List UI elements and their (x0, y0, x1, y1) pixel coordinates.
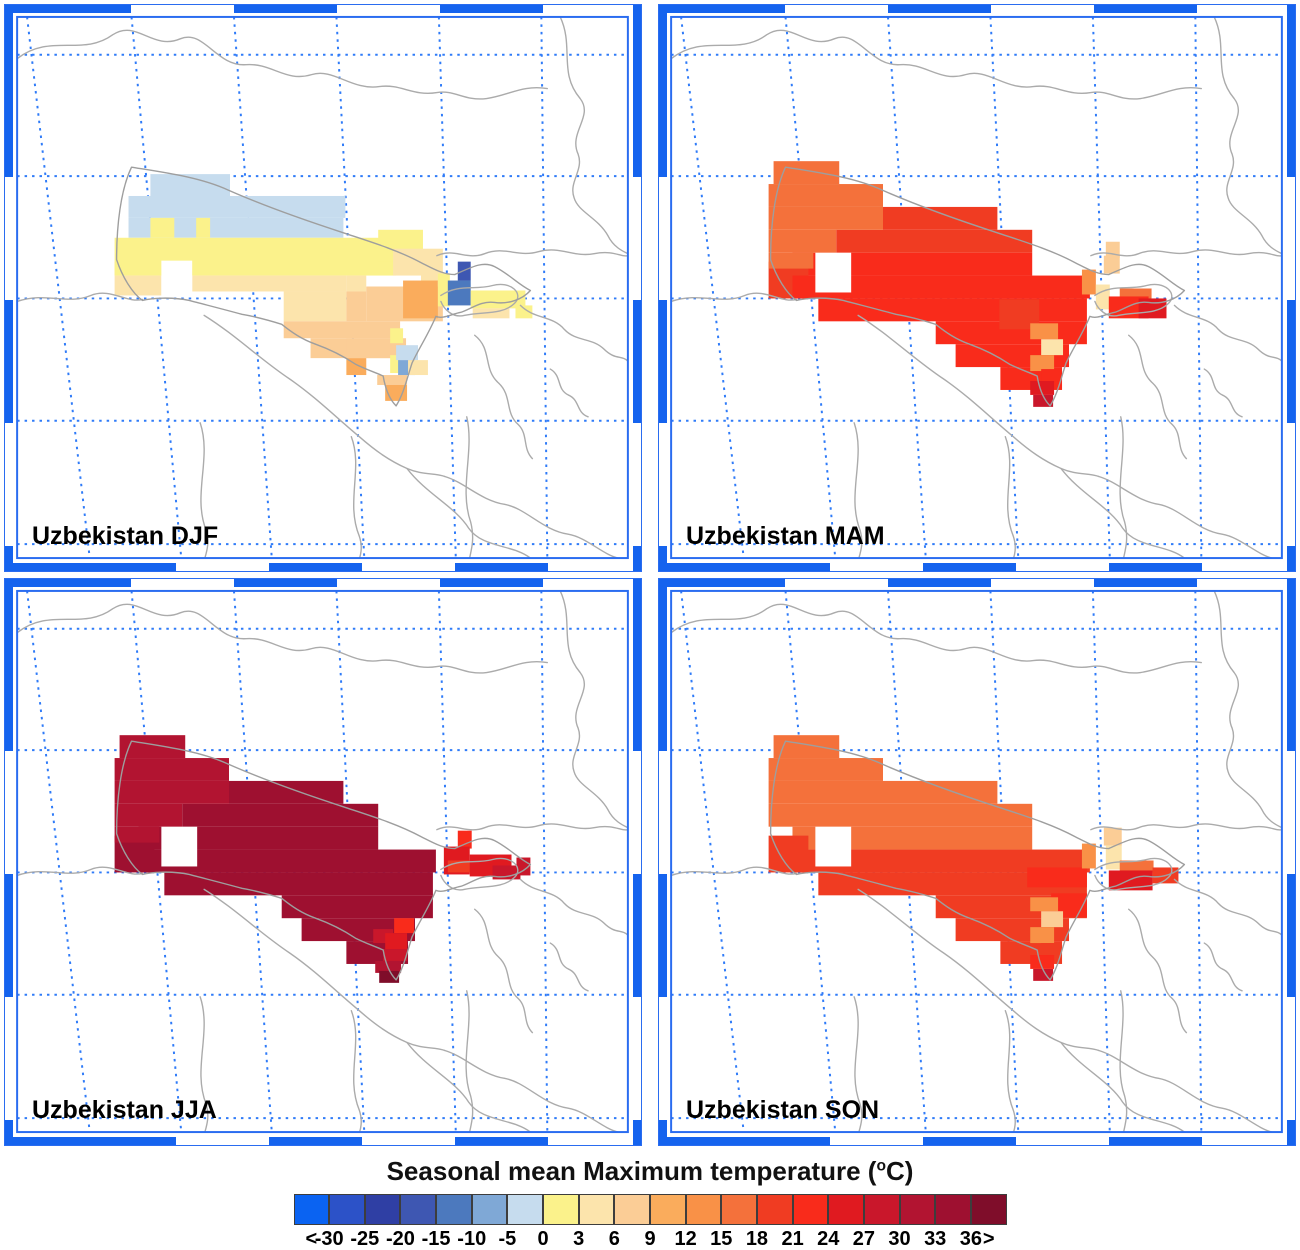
frame-left (5, 579, 13, 1145)
colorbar-segment (650, 1194, 686, 1225)
colorbar (293, 1194, 1007, 1225)
colorbar-tick: -30 (314, 1228, 344, 1250)
colorbar-tick: -5 (498, 1228, 517, 1250)
legend: Seasonal mean Maximum temperature (oC) <… (0, 1148, 1300, 1250)
colorbar-tick: 15 (710, 1228, 733, 1250)
colorbar-segment (364, 1194, 401, 1225)
colorbar-segment (436, 1194, 472, 1225)
map-panel-mam: Uzbekistan MAM (658, 4, 1296, 572)
temperature-cells-son (768, 735, 1179, 981)
frame-bottom (5, 1137, 641, 1145)
colorbar-tick: 6 (608, 1228, 620, 1250)
frame-top (5, 5, 641, 13)
colorbar-segment (543, 1194, 579, 1225)
colorbar-segment (721, 1194, 758, 1225)
colorbar-segment (970, 1194, 1007, 1225)
panel-label-son: Uzbekistan SON (686, 1096, 880, 1124)
frame-bottom (659, 1137, 1295, 1145)
colorbar-tick: 3 (573, 1228, 585, 1250)
frame-right (633, 579, 641, 1145)
colorbar-tick: -10 (457, 1228, 487, 1250)
frame-left (659, 579, 667, 1145)
colorbar-tick: -25 (350, 1228, 380, 1250)
temperature-cells-djf (114, 174, 533, 401)
temperature-cells-jja (114, 735, 531, 983)
frame-left (659, 5, 667, 571)
frame-bottom (5, 563, 641, 571)
frame-left (5, 5, 13, 571)
colorbar-segment (685, 1194, 722, 1225)
colorbar-tick: -20 (385, 1228, 415, 1250)
colorbar-segment (329, 1194, 365, 1225)
colorbar-tick: 12 (674, 1228, 697, 1250)
map-mam (670, 15, 1283, 560)
colorbar-segment (293, 1194, 330, 1225)
colorbar-tick: 36 (959, 1228, 982, 1250)
colorbar-tick: 21 (781, 1228, 804, 1250)
temperature-cells-mam (768, 161, 1167, 407)
degree-symbol: o (876, 1157, 886, 1175)
frame-bottom (659, 563, 1295, 571)
colorbar-tick: < (305, 1228, 318, 1250)
colorbar-segment (899, 1194, 936, 1225)
colorbar-segment (864, 1194, 900, 1225)
map-panel-son: Uzbekistan SON (658, 578, 1296, 1146)
map-jja (16, 589, 629, 1134)
colorbar-tick: 9 (644, 1228, 656, 1250)
colorbar-tick: 0 (537, 1228, 549, 1250)
colorbar-segment (614, 1194, 651, 1225)
frame-right (633, 5, 641, 571)
frame-top (659, 579, 1295, 587)
colorbar-segment (507, 1194, 544, 1225)
frame-top (659, 5, 1295, 13)
colorbar-segment (400, 1194, 437, 1225)
colorbar-tick: 18 (745, 1228, 769, 1250)
colorbar-tick: 33 (924, 1228, 947, 1250)
map-djf (16, 15, 629, 560)
colorbar-segment (792, 1194, 829, 1225)
colorbar-tick: 27 (852, 1228, 876, 1250)
frame-right (1287, 579, 1295, 1145)
panel-label-mam: Uzbekistan MAM (686, 522, 885, 550)
colorbar-segment (828, 1194, 864, 1225)
colorbar-tick-labels: < -30 -25 -20 -15 -10 -5 0 3 6 9 12 15 18 21 24 27 30 33 36… (294, 1228, 1007, 1250)
colorbar-tick: > (982, 1228, 995, 1250)
inner-map-border (670, 15, 1283, 560)
frame-top (5, 579, 641, 587)
colorbar-title-unit: C) (885, 1156, 914, 1186)
colorbar-tick: 30 (888, 1228, 911, 1250)
panel-label-jja: Uzbekistan JJA (32, 1096, 217, 1124)
colorbar-title: Seasonal mean Maximum temperature (oC) (0, 1156, 1300, 1187)
colorbar-tick: -15 (421, 1228, 451, 1250)
map-panel-djf: Uzbekistan DJF (4, 4, 642, 572)
inner-map-border (16, 589, 629, 1134)
colorbar-segment (471, 1194, 508, 1225)
colorbar-segment (935, 1194, 971, 1225)
inner-map-border (670, 589, 1283, 1134)
inner-map-border (16, 15, 629, 560)
colorbar-segment (578, 1194, 615, 1225)
map-panel-jja: Uzbekistan JJA (4, 578, 642, 1146)
panel-label-djf: Uzbekistan DJF (32, 522, 219, 550)
colorbar-tick: 24 (817, 1228, 840, 1250)
frame-right (1287, 5, 1295, 571)
colorbar-segment (757, 1194, 793, 1225)
colorbar-title-text: Seasonal mean Maximum temperature ( (386, 1156, 877, 1186)
map-son (670, 589, 1283, 1134)
